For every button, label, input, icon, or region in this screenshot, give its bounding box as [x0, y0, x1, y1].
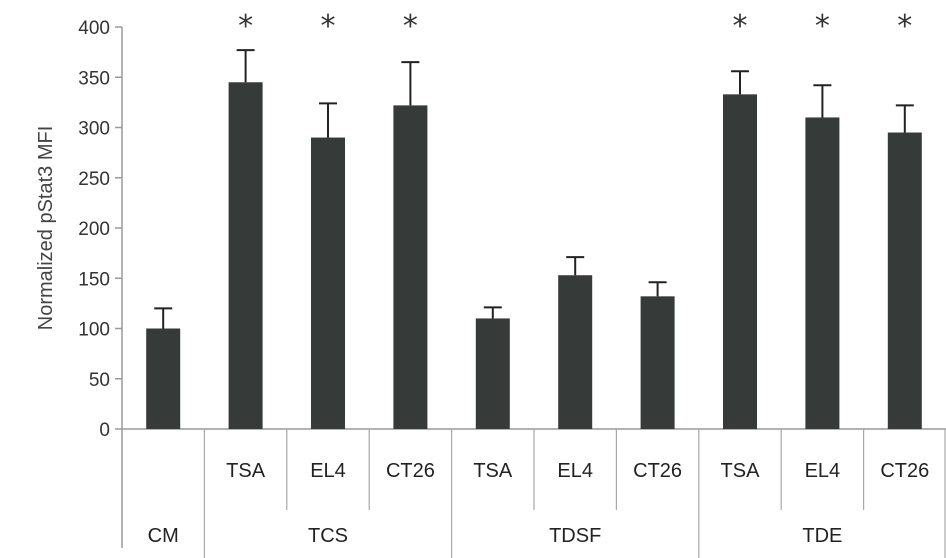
bar [228, 82, 263, 430]
category-label: TSA [721, 460, 761, 482]
significance-marker: * [403, 9, 418, 44]
y-tick-label: 50 [89, 370, 110, 391]
significance-marker: * [321, 9, 336, 44]
category-label: CT26 [633, 460, 682, 482]
bar [805, 117, 840, 429]
y-axis-label: Normalized pStat3 MFI [35, 126, 57, 331]
category-label: TSA [473, 460, 513, 482]
bars: * * * * * * [146, 9, 922, 430]
bar [393, 105, 428, 429]
significance-marker: * [815, 9, 830, 44]
bar [311, 137, 345, 430]
y-tick-label: 200 [78, 219, 110, 240]
category-label: EL4 [805, 460, 841, 482]
category-label: EL4 [310, 460, 346, 482]
bar [723, 94, 757, 430]
category-label: EL4 [557, 460, 593, 482]
y-tick-label: 150 [78, 269, 110, 290]
group-label: TDSF [549, 525, 601, 547]
bar [640, 296, 675, 429]
y-tick-label: 100 [78, 320, 110, 341]
y-tick-label: 350 [78, 68, 110, 89]
category-label: CT26 [386, 460, 435, 482]
bar [558, 275, 593, 429]
group-label: TCS [308, 525, 348, 547]
y-tick-label: 400 [78, 18, 110, 39]
y-tick-label: 300 [78, 119, 110, 140]
group-label: TDE [802, 525, 842, 547]
category-table: TSA EL4 CT26 TSA EL4 CT26 TSA EL4 CT26 CM TCS TDSF T… [148, 429, 946, 558]
category-label: TSA [226, 460, 266, 482]
y-tick-label: 250 [78, 169, 110, 190]
category-label: CT26 [880, 460, 929, 482]
bar [146, 328, 181, 429]
bar [887, 132, 922, 429]
significance-marker: * [897, 9, 912, 44]
y-axis: 0 50 100 150 200 250 300 350 400 [78, 18, 946, 548]
y-tick-label: 0 [99, 420, 110, 441]
significance-marker: * [733, 9, 748, 44]
bar [475, 318, 510, 429]
group-label: CM [148, 525, 179, 547]
significance-marker: * [238, 9, 253, 44]
